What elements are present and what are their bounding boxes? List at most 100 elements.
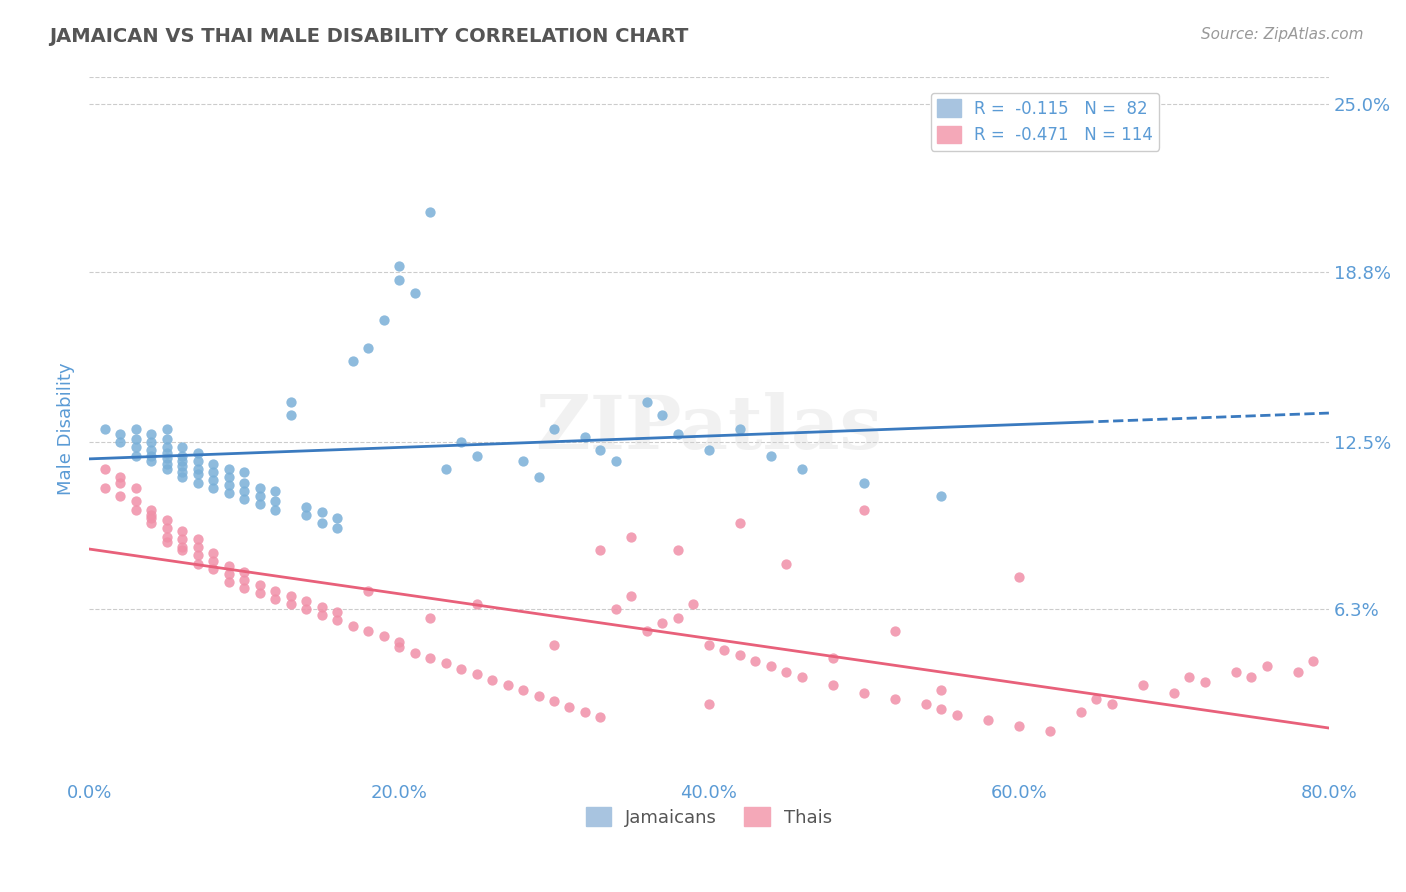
Point <box>1132 678 1154 692</box>
Point <box>666 543 689 558</box>
Point <box>187 541 209 555</box>
Point <box>1101 697 1123 711</box>
Point <box>481 673 503 687</box>
Point <box>388 260 411 274</box>
Point <box>93 421 115 435</box>
Point <box>218 462 240 476</box>
Point <box>1163 686 1185 700</box>
Point <box>155 451 177 466</box>
Point <box>233 491 256 506</box>
Point <box>218 567 240 582</box>
Point <box>434 462 457 476</box>
Point <box>295 508 318 522</box>
Point <box>558 699 581 714</box>
Point <box>124 433 146 447</box>
Point <box>93 462 115 476</box>
Point <box>139 426 162 441</box>
Point <box>852 475 875 490</box>
Point <box>108 470 131 484</box>
Point <box>155 457 177 471</box>
Point <box>187 446 209 460</box>
Point <box>311 516 333 530</box>
Point <box>280 408 302 422</box>
Point <box>821 678 844 692</box>
Point <box>202 554 225 568</box>
Point <box>728 648 751 663</box>
Point <box>326 605 349 619</box>
Point <box>155 462 177 476</box>
Point <box>388 273 411 287</box>
Point <box>946 707 969 722</box>
Point <box>496 678 519 692</box>
Point <box>108 435 131 450</box>
Point <box>636 624 658 638</box>
Point <box>187 467 209 482</box>
Point <box>139 443 162 458</box>
Point <box>170 441 193 455</box>
Point <box>295 602 318 616</box>
Point <box>620 589 643 603</box>
Point <box>295 500 318 514</box>
Point <box>218 559 240 574</box>
Point <box>1194 675 1216 690</box>
Point <box>574 705 596 719</box>
Point <box>295 594 318 608</box>
Point <box>589 710 612 724</box>
Point <box>311 505 333 519</box>
Point <box>1178 670 1201 684</box>
Point <box>465 597 488 611</box>
Point <box>697 697 720 711</box>
Point <box>139 516 162 530</box>
Point <box>357 341 380 355</box>
Point <box>124 421 146 435</box>
Point <box>218 486 240 500</box>
Point <box>187 454 209 468</box>
Point <box>404 286 426 301</box>
Point <box>728 516 751 530</box>
Point <box>1302 654 1324 668</box>
Point <box>326 613 349 627</box>
Point <box>682 597 704 611</box>
Point <box>170 543 193 558</box>
Point <box>574 429 596 443</box>
Point <box>233 581 256 595</box>
Point <box>264 583 287 598</box>
Point <box>342 618 364 632</box>
Point <box>202 481 225 495</box>
Point <box>775 665 797 679</box>
Point <box>202 546 225 560</box>
Point <box>915 697 938 711</box>
Point <box>977 713 1000 727</box>
Point <box>852 502 875 516</box>
Point <box>139 502 162 516</box>
Point <box>326 510 349 524</box>
Point <box>139 435 162 450</box>
Point <box>170 541 193 555</box>
Point <box>605 602 627 616</box>
Point <box>1225 665 1247 679</box>
Point <box>170 449 193 463</box>
Point <box>651 615 673 630</box>
Point <box>233 465 256 479</box>
Point <box>666 610 689 624</box>
Point <box>155 441 177 455</box>
Point <box>187 557 209 571</box>
Point <box>1008 570 1031 584</box>
Point <box>233 573 256 587</box>
Point <box>280 589 302 603</box>
Point <box>419 610 441 624</box>
Point <box>139 449 162 463</box>
Point <box>170 459 193 474</box>
Point <box>187 475 209 490</box>
Point <box>1240 670 1263 684</box>
Point <box>170 533 193 547</box>
Point <box>155 446 177 460</box>
Point <box>651 408 673 422</box>
Point <box>139 454 162 468</box>
Point <box>759 659 782 673</box>
Point <box>170 524 193 538</box>
Point <box>124 502 146 516</box>
Point <box>202 473 225 487</box>
Point <box>931 683 953 698</box>
Point <box>527 470 550 484</box>
